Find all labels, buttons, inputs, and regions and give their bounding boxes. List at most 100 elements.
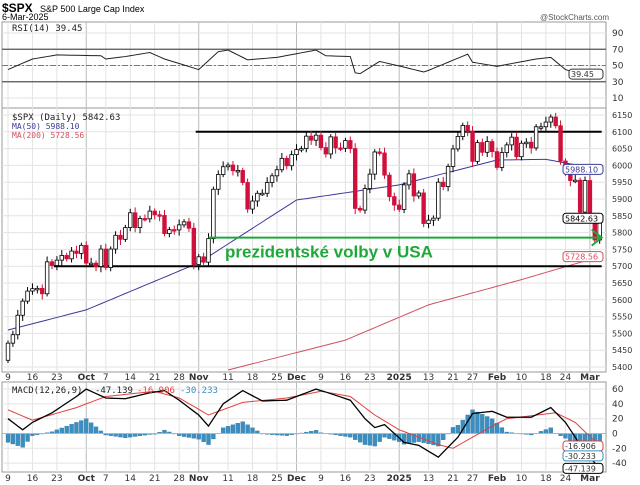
histogram-bar: [15, 433, 20, 446]
candle-body: [98, 248, 104, 267]
candle-body: [191, 227, 197, 265]
histogram-bar: [499, 427, 505, 434]
candle-body: [553, 116, 558, 127]
histogram-bar: [128, 433, 133, 438]
price-tick-label: 5950: [612, 178, 632, 187]
price-panel: 6150 6100 6050 6000 5950 5900 5850 5800 5750 5700…: [2, 111, 632, 372]
date-tick-label: 9: [318, 474, 324, 484]
date-tick-label: 24: [560, 373, 572, 383]
ma50-legend: MA(50) 5988.10: [12, 122, 80, 131]
candle: [118, 229, 123, 246]
candle-body: [225, 164, 231, 168]
candle: [20, 298, 25, 321]
candle-body: [499, 152, 505, 168]
candle: [137, 215, 143, 234]
rsi-tick-label: 10: [612, 94, 624, 104]
date-tick-label: 10: [516, 474, 528, 484]
date-tick-label: 16: [340, 474, 352, 484]
histogram-bar: [221, 427, 226, 434]
candle: [128, 208, 133, 232]
candle-body: [475, 142, 480, 162]
candle-body: [137, 218, 143, 228]
candle: [15, 309, 20, 340]
price-tick-label: 5850: [612, 212, 632, 221]
candle: [426, 214, 431, 229]
candle: [421, 188, 426, 228]
candle-body: [79, 244, 84, 254]
candle-body: [431, 217, 436, 221]
histogram-bar: [118, 433, 123, 438]
candle: [333, 132, 338, 154]
price-tick-label: 5450: [612, 346, 632, 355]
candle-body: [186, 221, 192, 229]
candle: [573, 174, 578, 184]
candle: [142, 214, 148, 222]
candle-body: [274, 169, 280, 177]
candle: [98, 245, 104, 273]
histogram-bar: [406, 433, 412, 444]
candle-body: [172, 229, 177, 232]
histogram-bar: [5, 433, 11, 443]
candle-body: [30, 288, 35, 292]
histogram-bar: [548, 427, 553, 434]
date-tick-label: Mar: [580, 373, 600, 383]
candle: [240, 167, 245, 186]
histogram-bar: [240, 421, 245, 434]
candle-body: [529, 141, 534, 149]
candle: [49, 259, 55, 270]
panel-frame-macd: [1, 381, 607, 473]
histogram-bar: [485, 416, 490, 434]
candle: [543, 116, 549, 132]
histogram-bar: [59, 427, 64, 434]
histogram-bar: [79, 420, 84, 434]
candle: [186, 217, 192, 232]
price-tick-label: 5600: [612, 296, 632, 305]
price-tick-label: 6000: [612, 161, 632, 170]
candle-body: [69, 250, 74, 260]
candle: [348, 136, 353, 154]
histogram-bar: [357, 433, 363, 443]
macd-value-box: [562, 462, 604, 474]
candle-body: [352, 148, 358, 209]
date-tick-label: 9: [318, 373, 324, 383]
macd-tick-label: -20: [612, 444, 627, 454]
candle: [74, 245, 79, 259]
date-tick-label: 21: [149, 373, 160, 383]
candle: [274, 165, 280, 182]
rsi-value-label: 39.45: [571, 70, 594, 79]
candle: [264, 177, 270, 197]
price-tick-label: 5400: [612, 363, 632, 372]
macd-value-label: -47.139: [565, 464, 596, 473]
price-value-box: [562, 212, 604, 224]
candle: [162, 210, 167, 237]
candle-body: [289, 154, 294, 167]
candle: [470, 126, 475, 168]
candle: [216, 170, 221, 195]
candle: [147, 205, 153, 223]
candle: [201, 252, 206, 265]
candle-body: [93, 262, 99, 267]
histogram-bar: [186, 433, 192, 438]
candle: [519, 140, 524, 161]
candle-body: [255, 192, 260, 202]
candle-body: [260, 192, 265, 196]
date-tick-label: Feb: [488, 373, 507, 383]
candle-body: [548, 116, 553, 123]
date-tick-label: 18: [247, 373, 259, 383]
candle: [284, 155, 289, 170]
candle: [225, 162, 231, 171]
candle: [108, 246, 113, 272]
candle: [524, 138, 529, 148]
date-tick-label: 7: [103, 373, 109, 383]
candle: [64, 252, 69, 262]
macd-legend-value: -47.139: [95, 386, 133, 396]
ma200-legend: MA(200) 5728.56: [12, 131, 84, 140]
macd-legend: MACD(12,26,9): [12, 386, 82, 396]
candle-body: [103, 248, 108, 268]
symbol: $SPX: [2, 1, 33, 15]
rsi-tick-label: 70: [612, 45, 624, 55]
candle: [509, 133, 514, 151]
candle-body: [519, 142, 524, 158]
candle: [35, 285, 40, 294]
